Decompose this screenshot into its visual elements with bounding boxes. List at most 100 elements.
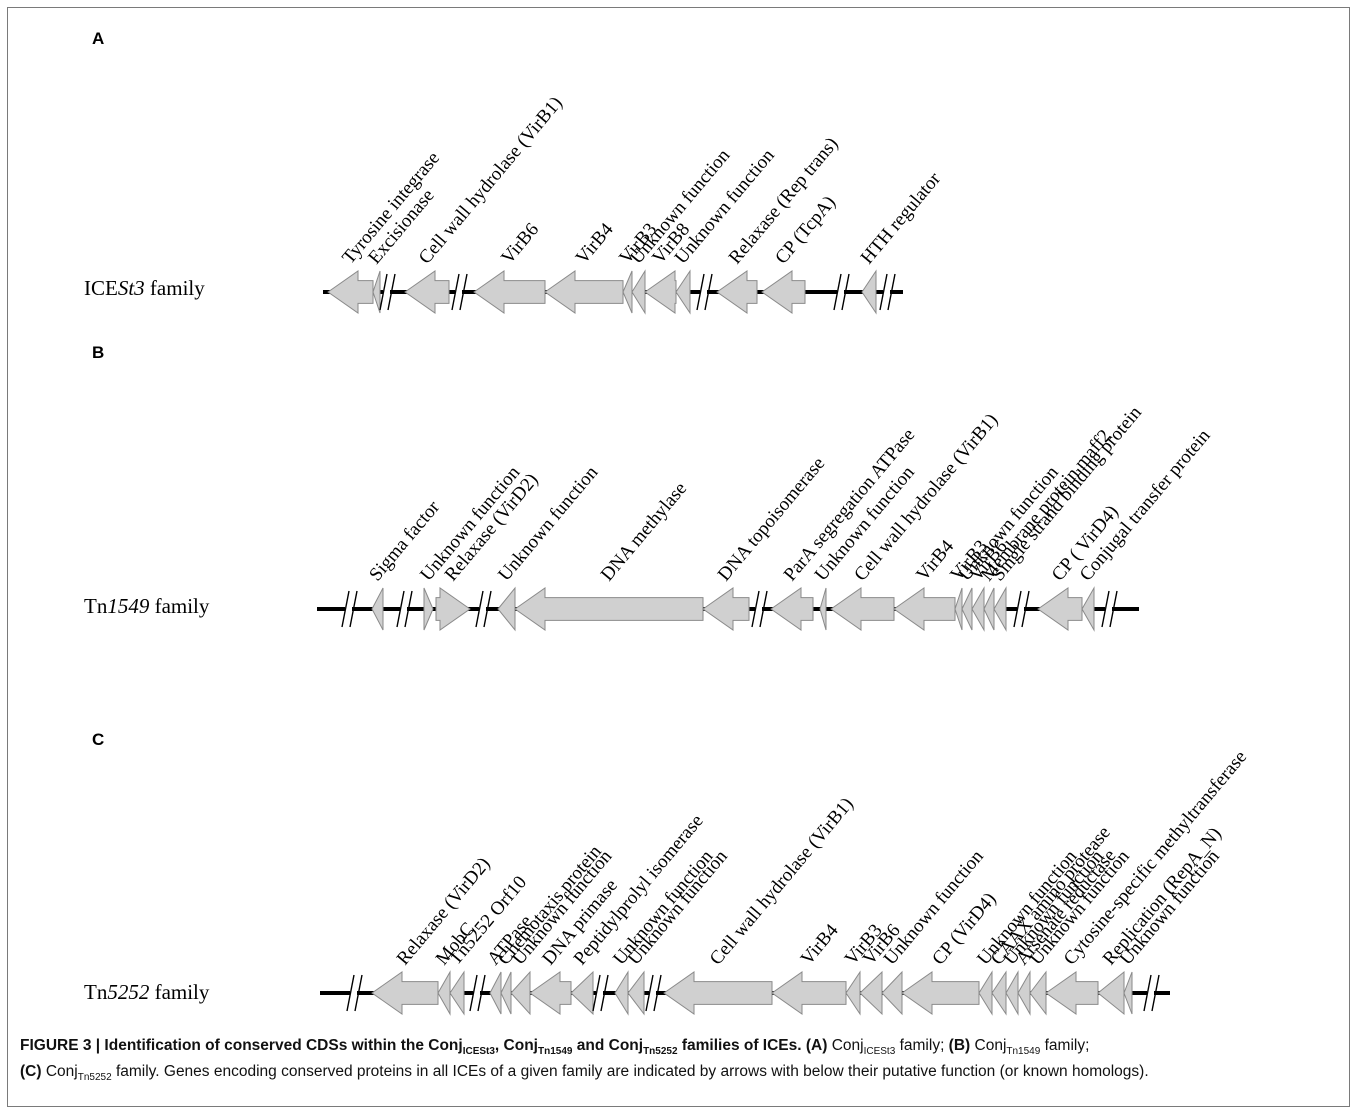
break-mark — [379, 273, 388, 311]
panel-letter-c: C — [92, 730, 104, 749]
gene-arrow-dna-methylase — [514, 587, 704, 631]
gene-arrow-arsenate-reductase — [1017, 970, 1031, 1016]
break-gap — [345, 606, 352, 612]
break-gap — [596, 990, 603, 996]
gene-arrow-cell-wall-hydrolase-virb1 — [404, 270, 450, 314]
gene-arrow-unknown-function — [627, 970, 645, 1016]
caption-marker-b: (B) — [944, 1037, 971, 1054]
caption-marker-a: (A) — [801, 1037, 828, 1054]
gene-arrow-dna-primase — [529, 971, 572, 1015]
break-mark — [354, 974, 363, 1012]
break-gap — [350, 990, 357, 996]
gene-arrow-single-strand-binding-protein — [993, 586, 1007, 632]
gene-arrow-atpase — [489, 971, 502, 1015]
gene-arrow-unknown-function — [631, 269, 646, 315]
break-mark — [600, 974, 609, 1012]
gene-label-unknown-function: Unknown function — [1116, 846, 1224, 969]
break-mark — [451, 273, 460, 311]
figure-caption: FIGURE 3 | Identification of conserved C… — [20, 1037, 1149, 1084]
gene-arrow-unknown-function — [675, 269, 691, 315]
break-mark — [653, 974, 662, 1012]
break-mark — [404, 590, 413, 628]
break-mark — [751, 590, 760, 628]
caption-marker-c: (C) — [20, 1063, 42, 1081]
gene-arrow-cp-vird4 — [901, 971, 980, 1015]
break-gap — [383, 289, 390, 295]
break-mark — [1109, 590, 1118, 628]
break-mark — [696, 273, 705, 311]
break-mark — [1143, 974, 1152, 1012]
break-mark — [645, 974, 654, 1012]
gene-label-virb6: VirB6 — [497, 219, 543, 268]
break-gap — [883, 289, 890, 295]
family-label-c: Tn5252 family — [84, 980, 210, 1004]
gene-arrow-cp-vird4 — [1037, 587, 1083, 631]
break-mark — [469, 974, 478, 1012]
gene-map-diagram: A ICESt3 family Tyrosine integraseExcisi… — [84, 29, 1251, 1016]
break-gap — [1105, 606, 1112, 612]
break-mark — [341, 590, 350, 628]
gene-arrow-para-segregation-atpase — [770, 587, 814, 631]
break-mark — [396, 590, 405, 628]
break-mark — [477, 974, 486, 1012]
gene-arrow-virb6 — [473, 270, 546, 314]
gene-label-cell-wall-hydrolase-virb1: Cell wall hydrolase (VirB1) — [706, 794, 858, 970]
break-mark — [1013, 590, 1022, 628]
break-gap — [479, 606, 486, 612]
gene-arrow-hth-regulator — [861, 269, 877, 315]
gene-arrow-conjugal-transfer-protein — [1081, 586, 1095, 632]
gene-arrow-virb4 — [893, 587, 956, 631]
break-gap — [755, 606, 762, 612]
break-gap — [1147, 990, 1154, 996]
break-mark — [475, 590, 484, 628]
gene-arrow-unknown-function — [1029, 970, 1047, 1016]
gene-arrow-excisionase — [372, 270, 381, 314]
gene-arrow-caax-amino-protease — [991, 970, 1007, 1016]
gene-arrow-dna-topoisomerase — [702, 587, 750, 631]
break-mark — [841, 273, 850, 311]
gene-arrow-tn5252-orf10 — [449, 970, 465, 1016]
gene-arrow-unknown-function — [961, 587, 973, 631]
break-mark — [349, 590, 358, 628]
break-gap — [1017, 606, 1024, 612]
break-mark — [483, 590, 492, 628]
gene-label-dna-methylase: DNA methylase — [597, 478, 691, 585]
break-mark — [1101, 590, 1110, 628]
break-mark — [1151, 974, 1160, 1012]
gene-arrow-unknown-function — [1123, 971, 1133, 1015]
gene-arrow-unknown-function — [423, 587, 434, 631]
gene-label-virb4: VirB4 — [912, 536, 958, 585]
gene-arrow-cytosine-specific-methyltransferase — [1045, 971, 1099, 1015]
gene-arrow-chemotaxis-protein — [500, 971, 512, 1015]
gene-label-para-segregation-atpase: ParA segregation ATPase — [780, 425, 920, 586]
gene-arrow-cell-wall-hydrolase-virb1 — [663, 971, 773, 1015]
gene-label-hth-regulator: HTH regulator — [857, 168, 946, 268]
gene-arrow-membrane-protein-maff2 — [983, 587, 995, 631]
gene-arrow-unknown-function — [1005, 970, 1019, 1016]
gene-arrow-unknown-function — [510, 970, 531, 1016]
gene-label-virb4: VirB4 — [797, 920, 843, 969]
panel-c: C Tn5252 family Relaxase (VirD2)MobCTn52… — [84, 730, 1251, 1016]
gene-arrow-virb3 — [622, 270, 633, 314]
gene-arrow-cp-tcpa — [761, 270, 806, 314]
break-mark — [387, 273, 396, 311]
gene-arrow-relaxase-vird2 — [435, 587, 471, 631]
break-mark — [1021, 590, 1030, 628]
break-gap — [473, 990, 480, 996]
break-gap — [700, 289, 707, 295]
gene-arrow-tyrosine-integrase — [327, 270, 374, 314]
break-mark — [346, 974, 355, 1012]
gene-label-cell-wall-hydrolase-virb1: Cell wall hydrolase (VirB1) — [415, 93, 567, 269]
gene-arrow-peptidylprolyl-isomerase — [570, 970, 594, 1016]
break-gap — [837, 289, 844, 295]
gene-arrow-unknown-function — [497, 586, 516, 632]
gene-arrow-cell-wall-hydrolase-virb1 — [830, 587, 895, 631]
gene-arrow-relaxase-vird2 — [371, 971, 439, 1015]
gene-arrow-replication-repa-n — [1097, 970, 1125, 1016]
panel-a: A ICESt3 family Tyrosine integraseExcisi… — [84, 29, 946, 315]
break-mark — [459, 273, 468, 311]
panel-letter-b: B — [92, 343, 104, 362]
break-mark — [833, 273, 842, 311]
